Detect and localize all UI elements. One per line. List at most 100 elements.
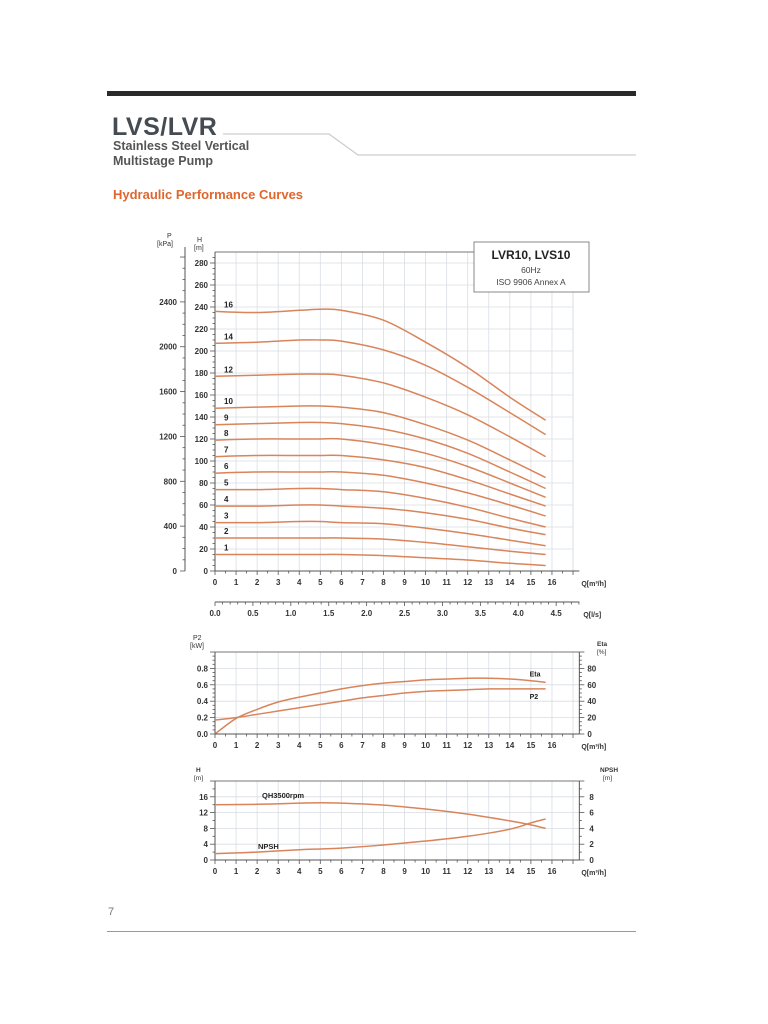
qh-label: QH3500rpm: [262, 791, 304, 800]
svg-text:9: 9: [402, 741, 407, 750]
stage-curve-12: [214, 373, 547, 458]
curve-npsh: [214, 818, 546, 855]
svg-text:220: 220: [195, 325, 209, 334]
section-title: Hydraulic Performance Curves: [113, 187, 304, 202]
svg-text:10: 10: [421, 578, 430, 587]
svg-text:1: 1: [234, 578, 239, 587]
svg-text:0: 0: [213, 741, 218, 750]
svg-text:1600: 1600: [159, 388, 177, 397]
svg-text:9: 9: [402, 867, 407, 876]
svg-text:3.5: 3.5: [475, 609, 487, 618]
svg-text:0.4: 0.4: [197, 697, 209, 706]
svg-text:[%]: [%]: [597, 649, 607, 656]
svg-text:160: 160: [195, 391, 209, 400]
svg-text:4: 4: [297, 741, 302, 750]
svg-text:0: 0: [213, 867, 218, 876]
svg-text:16: 16: [199, 793, 208, 802]
svg-text:80: 80: [587, 664, 596, 673]
svg-text:Q[m³/h]: Q[m³/h]: [581, 870, 606, 877]
svg-text:Q[l/s]: Q[l/s]: [583, 612, 601, 619]
svg-text:0.8: 0.8: [197, 664, 209, 673]
stage-label: 7: [224, 446, 229, 455]
svg-text:6: 6: [339, 741, 344, 750]
svg-text:12: 12: [463, 578, 472, 587]
svg-text:0: 0: [213, 578, 218, 587]
svg-text:80: 80: [199, 479, 208, 488]
svg-text:LVR10, LVS10: LVR10, LVS10: [492, 248, 571, 262]
svg-text:[kPa]: [kPa]: [157, 241, 173, 248]
svg-text:10: 10: [421, 867, 430, 876]
svg-text:2: 2: [255, 741, 260, 750]
svg-text:2: 2: [589, 840, 594, 849]
svg-text:NPSH: NPSH: [600, 767, 618, 774]
svg-text:16: 16: [548, 578, 557, 587]
model-legend-box: LVR10, LVS10 60Hz ISO 9906 Annex A: [473, 241, 590, 293]
svg-text:Q[m³/h]: Q[m³/h]: [581, 744, 606, 751]
svg-text:180: 180: [195, 369, 209, 378]
stage-label: 9: [224, 414, 229, 423]
svg-text:0.5: 0.5: [247, 609, 259, 618]
svg-text:ISO 9906 Annex A: ISO 9906 Annex A: [496, 277, 566, 287]
stage-curve-1: [214, 553, 546, 567]
footer-rule: [107, 931, 636, 932]
stage-label: 4: [224, 495, 229, 504]
svg-text:5: 5: [318, 741, 323, 750]
svg-text:4: 4: [297, 867, 302, 876]
svg-text:12: 12: [463, 741, 472, 750]
svg-text:8: 8: [381, 741, 386, 750]
stage-label: 14: [224, 332, 233, 341]
svg-text:12: 12: [199, 809, 208, 818]
svg-text:280: 280: [195, 259, 209, 268]
subtitle-line-2: Multistage Pump: [113, 154, 214, 168]
subtitle-line-1: Stainless Steel Vertical: [113, 139, 250, 153]
svg-text:5: 5: [318, 867, 323, 876]
svg-text:6: 6: [339, 578, 344, 587]
stage-curve-5: [214, 487, 546, 528]
npsh-label: NPSH: [258, 842, 279, 851]
stage-curve-14: [214, 339, 547, 436]
curve-p2: [214, 688, 546, 721]
svg-text:15: 15: [526, 741, 535, 750]
svg-text:2.5: 2.5: [399, 609, 411, 618]
svg-text:4: 4: [297, 578, 302, 587]
svg-text:11: 11: [442, 578, 451, 587]
svg-text:200: 200: [195, 347, 209, 356]
series-label: Eta: [530, 671, 541, 678]
svg-text:0: 0: [204, 567, 209, 576]
svg-text:14: 14: [505, 867, 514, 876]
svg-text:5: 5: [318, 578, 323, 587]
svg-text:6: 6: [589, 809, 594, 818]
stage-curve-2: [215, 537, 546, 556]
stage-label: 16: [224, 300, 233, 309]
svg-text:0.6: 0.6: [197, 681, 209, 690]
svg-text:0.2: 0.2: [197, 714, 209, 723]
svg-text:H: H: [196, 767, 201, 774]
svg-text:8: 8: [589, 793, 594, 802]
svg-text:4.0: 4.0: [513, 609, 525, 618]
stage-label: 12: [224, 365, 233, 374]
svg-text:10: 10: [421, 741, 430, 750]
svg-text:8: 8: [381, 867, 386, 876]
svg-text:120: 120: [195, 435, 209, 444]
stage-curve-3: [214, 520, 546, 547]
svg-text:4.5: 4.5: [551, 609, 563, 618]
svg-text:4: 4: [589, 824, 594, 833]
curve-qh3500rpm: [214, 801, 546, 830]
svg-text:0: 0: [204, 856, 209, 865]
svg-text:0: 0: [587, 730, 592, 739]
svg-text:1.5: 1.5: [323, 609, 335, 618]
svg-text:15: 15: [526, 578, 535, 587]
svg-text:1: 1: [234, 867, 239, 876]
svg-text:1: 1: [234, 741, 239, 750]
svg-text:15: 15: [526, 867, 535, 876]
svg-text:60Hz: 60Hz: [521, 265, 541, 275]
svg-text:2400: 2400: [159, 298, 177, 307]
svg-text:11: 11: [442, 867, 451, 876]
svg-text:Eta: Eta: [597, 641, 608, 648]
svg-text:3: 3: [276, 741, 281, 750]
stage-curve-10: [214, 405, 546, 479]
svg-text:40: 40: [199, 523, 208, 532]
series-label: P2: [530, 694, 539, 701]
svg-text:60: 60: [199, 501, 208, 510]
